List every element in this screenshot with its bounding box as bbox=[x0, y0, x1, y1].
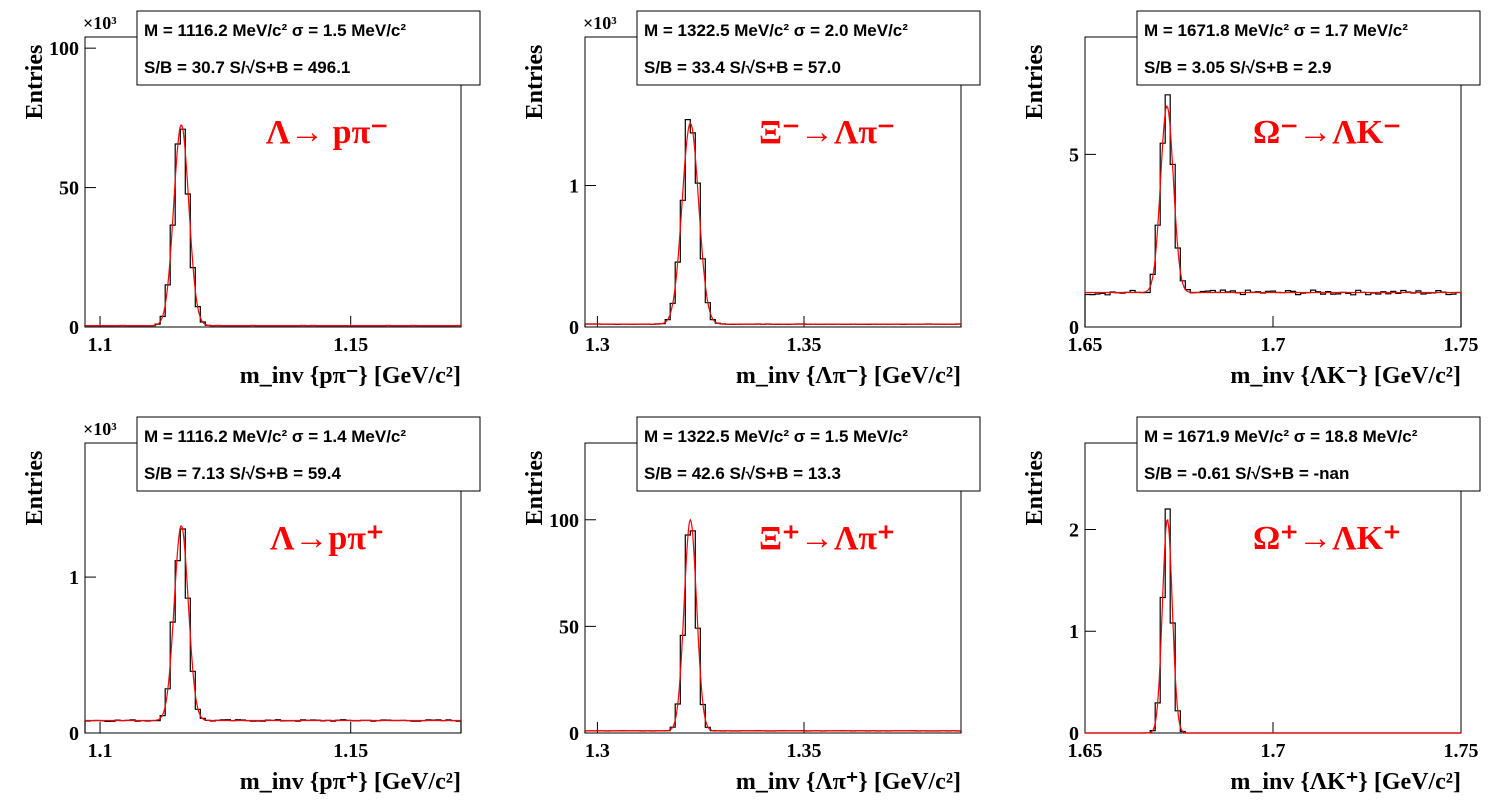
stats-box bbox=[1136, 416, 1481, 492]
y-axis-title: Entries bbox=[22, 45, 48, 120]
x-tick-label: 1.7 bbox=[1261, 334, 1286, 356]
y-multiplier: ×10³ bbox=[583, 13, 617, 33]
histogram-panel: 0 5 1.65 1.7 1.75 Entries m_inv {ΛK⁻} [GeV/c²]… bbox=[1022, 10, 1481, 389]
y-multiplier: ×10³ bbox=[83, 419, 117, 439]
x-tick-label: 1.35 bbox=[786, 334, 821, 356]
fit-curve bbox=[1085, 518, 1461, 734]
fit-curve bbox=[1085, 104, 1461, 294]
stats-mass-sigma: M = 1322.5 MeV/c² σ = 1.5 MeV/c² bbox=[644, 427, 908, 446]
x-tick-label: 1.75 bbox=[1444, 334, 1479, 356]
decay-label: Ξ⁻→Λπ⁻ bbox=[759, 114, 895, 151]
y-axis-title: Entries bbox=[22, 451, 48, 526]
y-tick-label: 0 bbox=[1069, 723, 1079, 745]
x-tick-label: 1.35 bbox=[786, 740, 821, 762]
x-tick-label: 1.75 bbox=[1444, 740, 1479, 762]
x-axis-title: m_inv {ΛK⁻} [GeV/c²] bbox=[1230, 363, 1461, 389]
histogram-series bbox=[584, 530, 962, 733]
x-tick-label: 1.65 bbox=[1068, 740, 1103, 762]
y-axis-title: Entries bbox=[522, 45, 548, 120]
histogram-series bbox=[84, 128, 462, 327]
x-tick-label: 1.15 bbox=[333, 334, 368, 356]
fit-curve bbox=[85, 124, 461, 327]
histogram-panel: 0 1 1.3 1.35 ×10³ Entries m_inv {Λπ⁻} [GeV/c²]… bbox=[522, 10, 981, 389]
histogram-series bbox=[1084, 94, 1462, 327]
stats-significance: S/B = 42.6 S/√S+B = 13.3 bbox=[644, 464, 841, 483]
histogram-panel: 0 1 2 1.65 1.7 1.75 Entries m_inv {ΛK⁺} [GeV/c²… bbox=[1022, 416, 1481, 795]
y-tick-label: 0 bbox=[1069, 317, 1079, 339]
x-axis-title: m_inv {Λπ⁺} [GeV/c²] bbox=[736, 769, 961, 795]
y-tick-label: 5 bbox=[1069, 144, 1079, 166]
y-tick-label: 100 bbox=[549, 510, 579, 532]
stats-box bbox=[136, 10, 481, 86]
fit-curve bbox=[585, 518, 961, 732]
x-axis-title: m_inv {pπ⁻} [GeV/c²] bbox=[240, 363, 461, 389]
stats-box bbox=[1136, 10, 1481, 86]
y-tick-label: 100 bbox=[49, 38, 79, 60]
x-tick-label: 1.3 bbox=[585, 334, 610, 356]
x-axis-title: m_inv {ΛK⁺} [GeV/c²] bbox=[1230, 769, 1461, 795]
decay-label: Λ→pπ⁺ bbox=[270, 520, 384, 557]
stats-significance: S/B = -0.61 S/√S+B = -nan bbox=[1144, 464, 1349, 483]
y-axis-title: Entries bbox=[1022, 45, 1048, 120]
stats-mass-sigma: M = 1116.2 MeV/c² σ = 1.4 MeV/c² bbox=[144, 427, 406, 446]
y-tick-label: 1 bbox=[69, 567, 79, 589]
stats-significance: S/B = 33.4 S/√S+B = 57.0 bbox=[644, 58, 841, 77]
fit-curve bbox=[85, 525, 461, 722]
y-axis-title: Entries bbox=[1022, 451, 1048, 526]
decay-label: Ω⁺→ΛK⁺ bbox=[1253, 520, 1401, 557]
x-tick-label: 1.65 bbox=[1068, 334, 1103, 356]
y-tick-label: 50 bbox=[59, 178, 79, 200]
stats-box bbox=[636, 416, 981, 492]
x-tick-label: 1.15 bbox=[333, 740, 368, 762]
histogram-panel: 0 50 100 1.3 1.35 Entries m_inv {Λπ⁺} [GeV/c²]… bbox=[522, 416, 981, 795]
y-tick-label: 0 bbox=[69, 723, 79, 745]
stats-mass-sigma: M = 1116.2 MeV/c² σ = 1.5 MeV/c² bbox=[144, 21, 406, 40]
decay-label: Ξ⁺→Λπ⁺ bbox=[759, 520, 895, 557]
x-tick-label: 1.1 bbox=[88, 740, 113, 762]
y-tick-label: 0 bbox=[69, 317, 79, 339]
stats-mass-sigma: M = 1671.8 MeV/c² σ = 1.7 MeV/c² bbox=[1144, 21, 1408, 40]
stats-significance: S/B = 3.05 S/√S+B = 2.9 bbox=[1144, 58, 1331, 77]
stats-box bbox=[136, 416, 481, 492]
histogram-panel: 0 50 100 1.1 1.15 ×10³ Entries m_inv {pπ⁻} [GeV… bbox=[22, 10, 481, 389]
histogram-series bbox=[84, 528, 462, 733]
y-tick-label: 1 bbox=[1069, 621, 1079, 643]
y-tick-label: 2 bbox=[1069, 519, 1079, 541]
y-tick-label: 1 bbox=[569, 176, 579, 198]
fit-curve bbox=[585, 122, 961, 325]
x-axis-title: m_inv {pπ⁺} [GeV/c²] bbox=[240, 769, 461, 795]
y-tick-label: 0 bbox=[569, 723, 579, 745]
histogram-panel: 0 1 1.1 1.15 ×10³ Entries m_inv {pπ⁺} [GeV/c²]… bbox=[22, 416, 481, 795]
x-tick-label: 1.7 bbox=[1261, 740, 1286, 762]
y-tick-label: 50 bbox=[559, 616, 579, 638]
stats-significance: S/B = 7.13 S/√S+B = 59.4 bbox=[144, 464, 341, 483]
stats-mass-sigma: M = 1671.9 MeV/c² σ = 18.8 MeV/c² bbox=[1144, 427, 1418, 446]
y-tick-label: 0 bbox=[569, 317, 579, 339]
decay-label: Λ→ pπ⁻ bbox=[266, 114, 388, 151]
x-tick-label: 1.1 bbox=[88, 334, 113, 356]
x-axis-title: m_inv {Λπ⁻} [GeV/c²] bbox=[736, 363, 961, 389]
stats-box bbox=[636, 10, 981, 86]
y-multiplier: ×10³ bbox=[83, 13, 117, 33]
stats-mass-sigma: M = 1322.5 MeV/c² σ = 2.0 MeV/c² bbox=[644, 21, 908, 40]
decay-label: Ω⁻→ΛK⁻ bbox=[1253, 114, 1401, 151]
y-axis-title: Entries bbox=[522, 451, 548, 526]
stats-significance: S/B = 30.7 S/√S+B = 496.1 bbox=[144, 58, 350, 77]
x-tick-label: 1.3 bbox=[585, 740, 610, 762]
